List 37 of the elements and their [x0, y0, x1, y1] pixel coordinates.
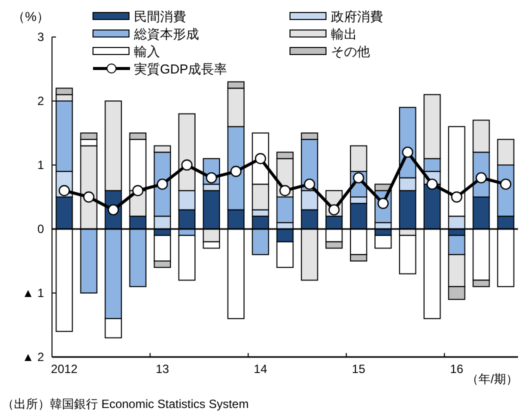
x-tick-label: 13: [156, 362, 170, 376]
y-tick-label: 1: [37, 158, 44, 172]
y-tick-label: ▲ 2: [22, 350, 44, 364]
point: [328, 204, 340, 216]
legend-label: 政府消費: [331, 9, 383, 24]
point: [402, 146, 414, 158]
point: [230, 166, 242, 177]
legend-label: 輸入: [134, 44, 160, 59]
y-tick-label: 0: [37, 222, 44, 236]
point: [83, 191, 94, 203]
point: [451, 191, 462, 203]
x-tick-label: 14: [254, 362, 268, 376]
legend-label: 総資本形成: [133, 26, 199, 42]
point: [279, 185, 291, 196]
x-tick-label: 2012: [50, 362, 78, 376]
point: [132, 185, 144, 196]
point: [426, 178, 438, 190]
text: （出所）韓国銀行 Economic Statistics System: [2, 397, 249, 411]
legend-label: 実質GDP成長率: [134, 62, 228, 76]
point: [181, 159, 192, 171]
point: [58, 185, 70, 196]
x-axis-title: （年/期）: [466, 372, 518, 386]
point: [304, 178, 316, 190]
x-tick-label: 16: [450, 362, 464, 376]
y-axis-title: （%）: [12, 9, 50, 24]
point: [254, 153, 266, 164]
legend-label: 輸出: [331, 26, 357, 42]
point: [206, 172, 218, 184]
y-tick-label: 2: [37, 94, 44, 108]
point: [352, 172, 364, 184]
point: [156, 178, 168, 190]
y-tick-label: 3: [37, 30, 44, 44]
y-tick-label: ▲ 1: [22, 286, 44, 300]
legend-label: 民間消費: [134, 9, 186, 24]
point: [500, 178, 512, 190]
legend-label: その他: [331, 44, 370, 59]
x-tick-label: 15: [352, 362, 366, 376]
